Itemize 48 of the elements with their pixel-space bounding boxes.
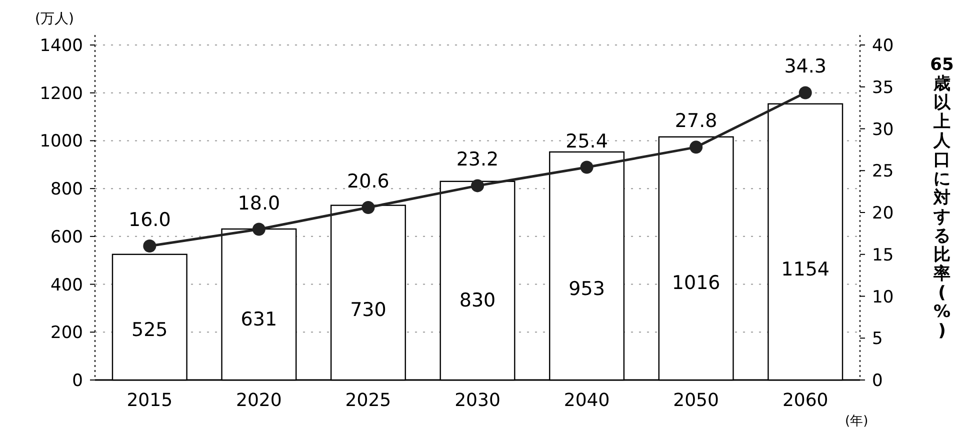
point [252,222,266,236]
point [471,179,484,192]
data-label: 953 [568,278,605,300]
y-tick-label: 1000 [40,132,83,152]
point [798,86,812,100]
data-label: 1016 [672,272,720,294]
y-axis-title: (万人) [35,11,74,27]
y2-tick-label: 35 [872,78,894,98]
data-label: 20.6 [347,170,390,192]
y-tick-label: 0 [72,371,83,391]
data-label: 730 [350,299,386,322]
x-tick-label: 2050 [673,390,719,411]
point [362,200,375,214]
y2-tick-label: 10 [872,287,894,308]
point [690,140,703,154]
x-tick-label: 2025 [345,390,392,411]
data-label: 16.0 [128,209,171,231]
y2-tick-label: 30 [872,120,894,140]
y-tick-label: 200 [50,323,83,344]
data-label: 631 [240,308,278,331]
x-tick-label: 2020 [236,390,282,411]
y2-tick-label: 0 [872,371,883,391]
x-tick-label: 2030 [454,390,500,411]
x-tick-label: 2060 [782,390,828,411]
data-label: 34.3 [784,56,827,78]
point [580,160,594,174]
y2-tick-label: 25 [872,162,894,182]
data-label: 25.4 [566,130,608,152]
y-tick-label: 400 [50,275,83,296]
y-tick-label: 1200 [40,84,83,104]
data-label: 23.2 [456,148,499,171]
data-label: 525 [132,318,168,341]
y2-tick-label: 5 [872,329,883,350]
y2-tick-label: 40 [872,36,894,56]
y-tick-label: 800 [50,180,83,200]
y-tick-label: 600 [50,227,83,248]
y2-tick-label: 20 [872,204,894,224]
text: (年) [845,414,868,429]
data-label: 1154 [781,258,830,281]
data-label: 18.0 [238,192,280,214]
text: 65歳以上人口に対する比率(%) [930,55,954,341]
x-tick-label: 2015 [126,390,173,411]
data-label: 27.8 [674,110,718,132]
y-tick-label: 1400 [40,36,83,56]
point [143,240,156,252]
data-label: 830 [459,290,496,312]
y2-tick-label: 15 [872,245,894,266]
x-tick-label: 2040 [564,390,610,411]
